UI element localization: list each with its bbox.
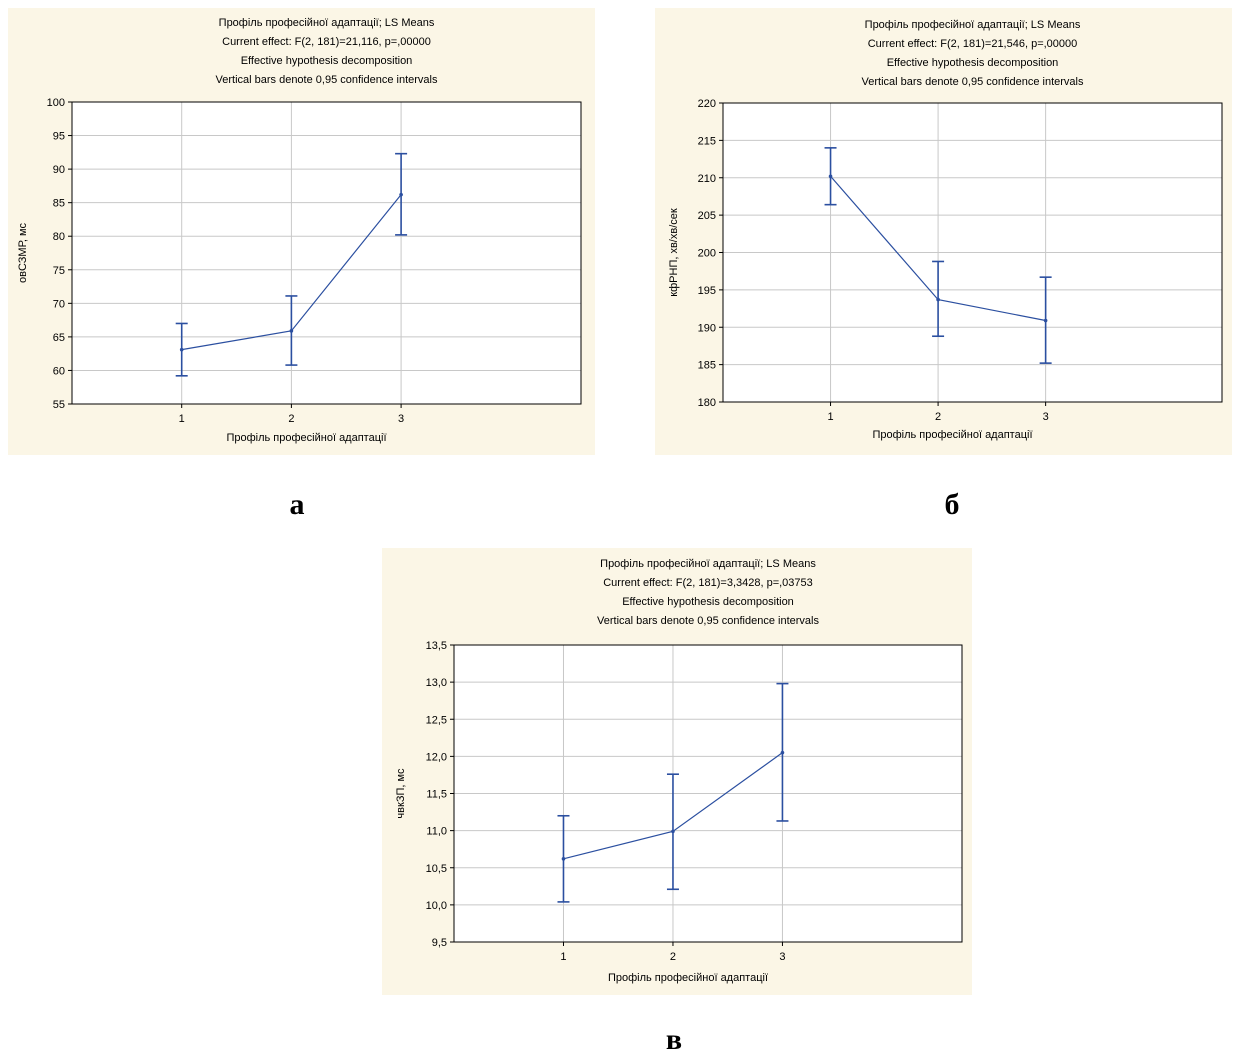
y-tick-label: 10,5 <box>426 863 447 875</box>
y-tick-label: 70 <box>53 298 65 310</box>
data-point <box>780 750 785 755</box>
y-tick-label: 210 <box>698 173 716 185</box>
chart-title-line: Current effect: F(2, 181)=3,3428, p=,037… <box>603 577 813 589</box>
x-axis-label: Профіль професійної адаптації <box>608 972 768 984</box>
chart-panel-a: Профіль професійної адаптації; LS Means C… <box>8 8 595 455</box>
y-tick-label: 11,5 <box>426 789 447 801</box>
chart-title-line: Vertical bars denote 0,95 confidence int… <box>862 76 1084 88</box>
data-point <box>671 829 675 834</box>
x-tick-label: 3 <box>1043 411 1049 423</box>
x-axis-label: Профіль професійної адаптації <box>872 429 1032 441</box>
x-axis-label: Профіль професійної адаптації <box>226 432 386 444</box>
y-tick-label: 95 <box>53 131 65 143</box>
y-tick-label: 85 <box>53 198 65 210</box>
chart-title-line: Профіль професійної адаптації; LS Means <box>600 558 816 570</box>
chart-c-caption: в <box>665 1023 683 1056</box>
chart-panel-b: Профіль професійної адаптації; LS Means C… <box>655 8 1232 455</box>
x-tick-label: 2 <box>670 951 676 963</box>
y-tick-label: 100 <box>47 97 65 109</box>
data-point <box>179 347 184 352</box>
y-tick-label: 9,5 <box>432 937 447 949</box>
y-tick-label: 13,0 <box>426 677 447 689</box>
plot-frame <box>453 644 963 943</box>
chart-title-line: Профіль професійної адаптації; LS Means <box>219 17 435 29</box>
x-tick-label: 3 <box>398 413 404 425</box>
chart-title-line: Vertical bars denote 0,95 confidence int… <box>216 74 438 86</box>
x-tick-label: 2 <box>288 413 294 425</box>
y-tick-label: 13,5 <box>426 640 447 652</box>
y-tick-label: 12,5 <box>426 714 447 726</box>
data-point <box>828 174 833 179</box>
y-tick-label: 180 <box>698 397 716 409</box>
chart-title-line: Effective hypothesis decomposition <box>887 57 1059 69</box>
x-tick-label: 1 <box>179 413 185 425</box>
y-axis-label: чвкЗП, мс <box>395 768 407 819</box>
y-axis-label: кфРНП, хв/хв/сек <box>668 208 680 297</box>
y-tick-label: 60 <box>53 365 65 377</box>
y-tick-label: 200 <box>698 248 716 260</box>
data-point <box>289 329 294 333</box>
plot-area <box>72 102 581 404</box>
chart-panel-c: Профіль професійної адаптації; LS Means C… <box>382 548 972 995</box>
y-axis-label: овСЗМР, мс <box>17 222 29 283</box>
x-tick-label: 1 <box>560 951 566 963</box>
y-tick-label: 205 <box>698 210 716 222</box>
data-point <box>399 192 403 197</box>
plot-frame <box>722 102 1223 403</box>
y-tick-label: 11,0 <box>426 826 447 838</box>
y-tick-label: 215 <box>698 135 716 147</box>
chart-b: Профіль професійної адаптації; LS Means C… <box>668 19 1223 441</box>
chart-title-line: Effective hypothesis decomposition <box>622 596 794 608</box>
y-tick-label: 185 <box>698 360 716 372</box>
y-tick-label: 55 <box>53 399 65 411</box>
y-tick-label: 195 <box>698 285 716 297</box>
chart-c: Профіль професійної адаптації; LS Means C… <box>395 558 963 984</box>
y-tick-label: 80 <box>53 231 65 243</box>
x-tick-label: 3 <box>779 951 785 963</box>
x-tick-label: 2 <box>935 411 941 423</box>
data-point <box>1043 318 1048 323</box>
plot-frame <box>71 101 582 405</box>
y-tick-label: 75 <box>53 265 65 277</box>
chart-a: Профіль професійної адаптації; LS Means C… <box>17 17 582 444</box>
chart-title-line: Профіль професійної адаптації; LS Means <box>865 19 1081 31</box>
y-tick-label: 220 <box>698 98 716 110</box>
chart-b-caption: б <box>944 488 960 521</box>
x-tick-label: 1 <box>827 411 833 423</box>
y-tick-label: 65 <box>53 332 65 344</box>
chart-title-line: Current effect: F(2, 181)=21,116, p=,000… <box>222 36 431 48</box>
chart-title-line: Current effect: F(2, 181)=21,546, p=,000… <box>868 38 1078 50</box>
chart-title-line: Effective hypothesis decomposition <box>241 55 413 67</box>
data-point <box>936 297 940 302</box>
data-point <box>561 857 566 861</box>
y-tick-label: 10,0 <box>426 900 447 912</box>
y-tick-label: 190 <box>698 322 716 334</box>
chart-a-caption: а <box>289 488 305 521</box>
y-tick-label: 12,0 <box>426 751 447 763</box>
y-tick-label: 90 <box>53 164 65 176</box>
chart-title-line: Vertical bars denote 0,95 confidence int… <box>597 615 819 627</box>
